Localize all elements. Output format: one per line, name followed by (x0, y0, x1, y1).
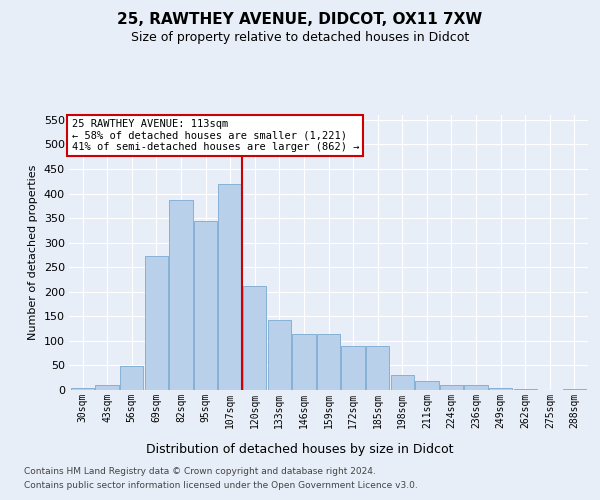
Bar (563, 389, 586, 390)
Bar (391, 376, 414, 390)
Bar (366, 346, 389, 390)
Bar (268, 320, 291, 390)
Bar (194, 221, 217, 390)
Bar (218, 184, 242, 390)
Text: 25 RAWTHEY AVENUE: 113sqm
← 58% of detached houses are smaller (1,221)
41% of se: 25 RAWTHEY AVENUE: 113sqm ← 58% of detac… (71, 119, 359, 152)
Bar (464, 385, 488, 390)
Bar (317, 334, 340, 390)
Bar (514, 389, 537, 390)
Y-axis label: Number of detached properties: Number of detached properties (28, 165, 38, 340)
Bar (169, 200, 193, 390)
Text: Contains public sector information licensed under the Open Government Licence v3: Contains public sector information licen… (24, 481, 418, 490)
Bar (243, 286, 266, 390)
Bar (120, 366, 143, 390)
Text: 25, RAWTHEY AVENUE, DIDCOT, OX11 7XW: 25, RAWTHEY AVENUE, DIDCOT, OX11 7XW (118, 12, 482, 28)
Bar (145, 256, 168, 390)
Bar (415, 381, 439, 390)
Bar (341, 346, 365, 390)
Bar (440, 385, 463, 390)
Text: Size of property relative to detached houses in Didcot: Size of property relative to detached ho… (131, 31, 469, 44)
Bar (292, 334, 316, 390)
Bar (489, 388, 512, 390)
Bar (95, 385, 119, 390)
Text: Contains HM Land Registry data © Crown copyright and database right 2024.: Contains HM Land Registry data © Crown c… (24, 467, 376, 476)
Bar (71, 388, 94, 390)
Text: Distribution of detached houses by size in Didcot: Distribution of detached houses by size … (146, 442, 454, 456)
